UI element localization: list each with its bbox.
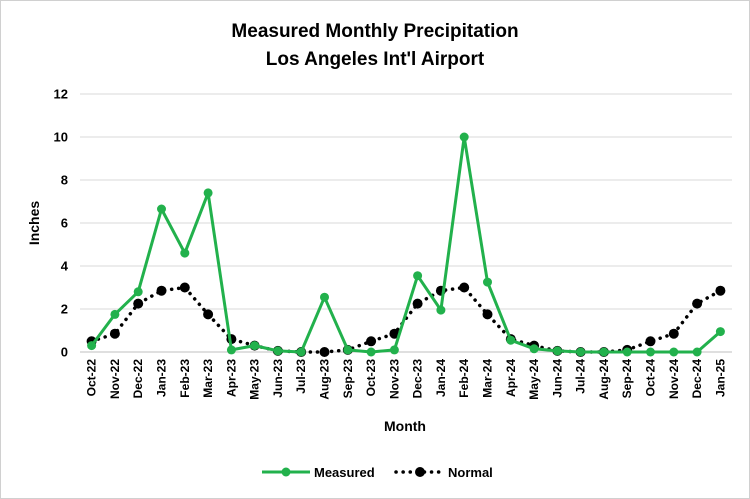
normal-point <box>319 347 330 357</box>
measured-point <box>622 347 632 357</box>
x-tick-label: Sep-24 <box>620 359 634 399</box>
x-tick-label: Jul-24 <box>574 359 588 394</box>
measured-point <box>459 132 469 142</box>
measured-point <box>87 341 97 351</box>
x-tick-label: Aug-23 <box>318 359 332 400</box>
x-tick-label: Dec-23 <box>411 359 425 399</box>
x-tick-label: Sep-23 <box>341 359 355 399</box>
x-tick-label: Nov-23 <box>387 359 401 399</box>
y-tick-label: 4 <box>61 259 69 274</box>
x-tick-label: Jun-23 <box>271 359 285 398</box>
normal-point <box>668 328 679 339</box>
x-tick-label: Jan-25 <box>713 359 727 397</box>
measured-point <box>506 335 516 345</box>
measured-point <box>715 327 725 337</box>
normal-point <box>156 285 167 296</box>
x-tick-label: Jan-23 <box>155 359 169 397</box>
x-tick-label: Feb-23 <box>178 359 192 398</box>
measured-series-line <box>90 135 722 354</box>
series-lines <box>86 132 726 357</box>
x-axis-label: Month <box>384 418 426 434</box>
normal-point <box>366 336 377 347</box>
y-tick-label: 12 <box>54 87 68 102</box>
normal-point <box>692 298 703 309</box>
x-tick-label: Oct-24 <box>644 359 658 397</box>
legend: Measured Normal <box>262 465 493 480</box>
x-tick-label: May-24 <box>527 359 541 400</box>
measured-point <box>250 341 260 351</box>
x-tick-label: Feb-24 <box>457 359 471 398</box>
normal-point <box>715 285 726 296</box>
normal-point <box>203 309 214 320</box>
legend-normal-label: Normal <box>448 465 493 480</box>
measured-point <box>320 292 329 302</box>
x-tick-label: Mar-23 <box>201 359 215 398</box>
measured-point <box>669 347 679 357</box>
normal-point <box>109 328 120 339</box>
measured-point <box>599 347 609 357</box>
measured-point <box>692 347 702 357</box>
x-tick-label: Apr-24 <box>504 359 518 397</box>
measured-point <box>552 346 562 356</box>
measured-point <box>203 188 213 198</box>
measured-point <box>389 345 399 355</box>
chart-title: Measured Monthly Precipitation <box>231 21 518 42</box>
x-tick-label: Nov-22 <box>108 359 122 399</box>
measured-point <box>646 347 655 357</box>
normal-point <box>133 298 144 309</box>
normal-series-line <box>89 285 723 354</box>
legend-measured-label: Measured <box>314 465 375 480</box>
y-tick-label: 2 <box>61 302 68 317</box>
y-axis-label: Inches <box>26 201 42 246</box>
x-tick-label: Apr-23 <box>224 359 238 397</box>
measured-point <box>180 248 190 258</box>
measured-point <box>273 346 283 356</box>
x-tick-label: Oct-22 <box>85 359 99 397</box>
x-tick-label: Jun-24 <box>550 359 564 398</box>
measured-point <box>133 287 143 297</box>
measured-point <box>226 345 236 355</box>
legend-normal-marker <box>415 467 425 477</box>
normal-point <box>459 282 470 293</box>
measured-point <box>157 204 166 214</box>
normal-point <box>645 336 656 347</box>
measured-point <box>296 347 306 357</box>
normal-point <box>179 282 190 293</box>
normal-point <box>412 298 423 309</box>
x-tick-labels: Oct-22 Nov-22 Dec-22 Jan-23 Feb-23 Mar-23 Apr-… <box>85 359 728 400</box>
y-tick-labels: 0 2 4 6 8 10 12 <box>54 87 69 360</box>
y-tick-label: 8 <box>61 173 68 188</box>
x-tick-label: Dec-24 <box>690 359 704 399</box>
y-tick-label: 6 <box>61 216 68 231</box>
x-tick-label: May-23 <box>248 359 262 400</box>
legend-measured-marker <box>281 467 291 477</box>
measured-point <box>529 344 539 354</box>
y-tick-label: 0 <box>61 345 68 360</box>
x-tick-label: Aug-24 <box>597 359 611 400</box>
x-tick-label: Oct-23 <box>364 359 378 397</box>
x-tick-label: Jan-24 <box>434 359 448 397</box>
legend-measured: Measured <box>262 465 375 480</box>
x-tick-label: Mar-24 <box>481 359 495 398</box>
measured-point <box>366 347 376 357</box>
chart-subtitle: Los Angeles Int'l Airport <box>266 49 485 70</box>
normal-point <box>389 328 400 339</box>
measured-point <box>576 347 586 357</box>
x-tick-label: Dec-22 <box>131 359 145 399</box>
measured-point <box>110 309 120 319</box>
y-tick-label: 10 <box>54 130 68 145</box>
normal-point <box>482 309 493 320</box>
measured-point <box>483 277 492 287</box>
measured-point <box>436 305 446 315</box>
measured-point <box>343 345 353 355</box>
legend-normal: Normal <box>394 465 493 480</box>
measured-point <box>413 271 423 281</box>
x-tick-label: Jul-23 <box>294 359 308 394</box>
x-tick-label: Nov-24 <box>667 359 681 399</box>
